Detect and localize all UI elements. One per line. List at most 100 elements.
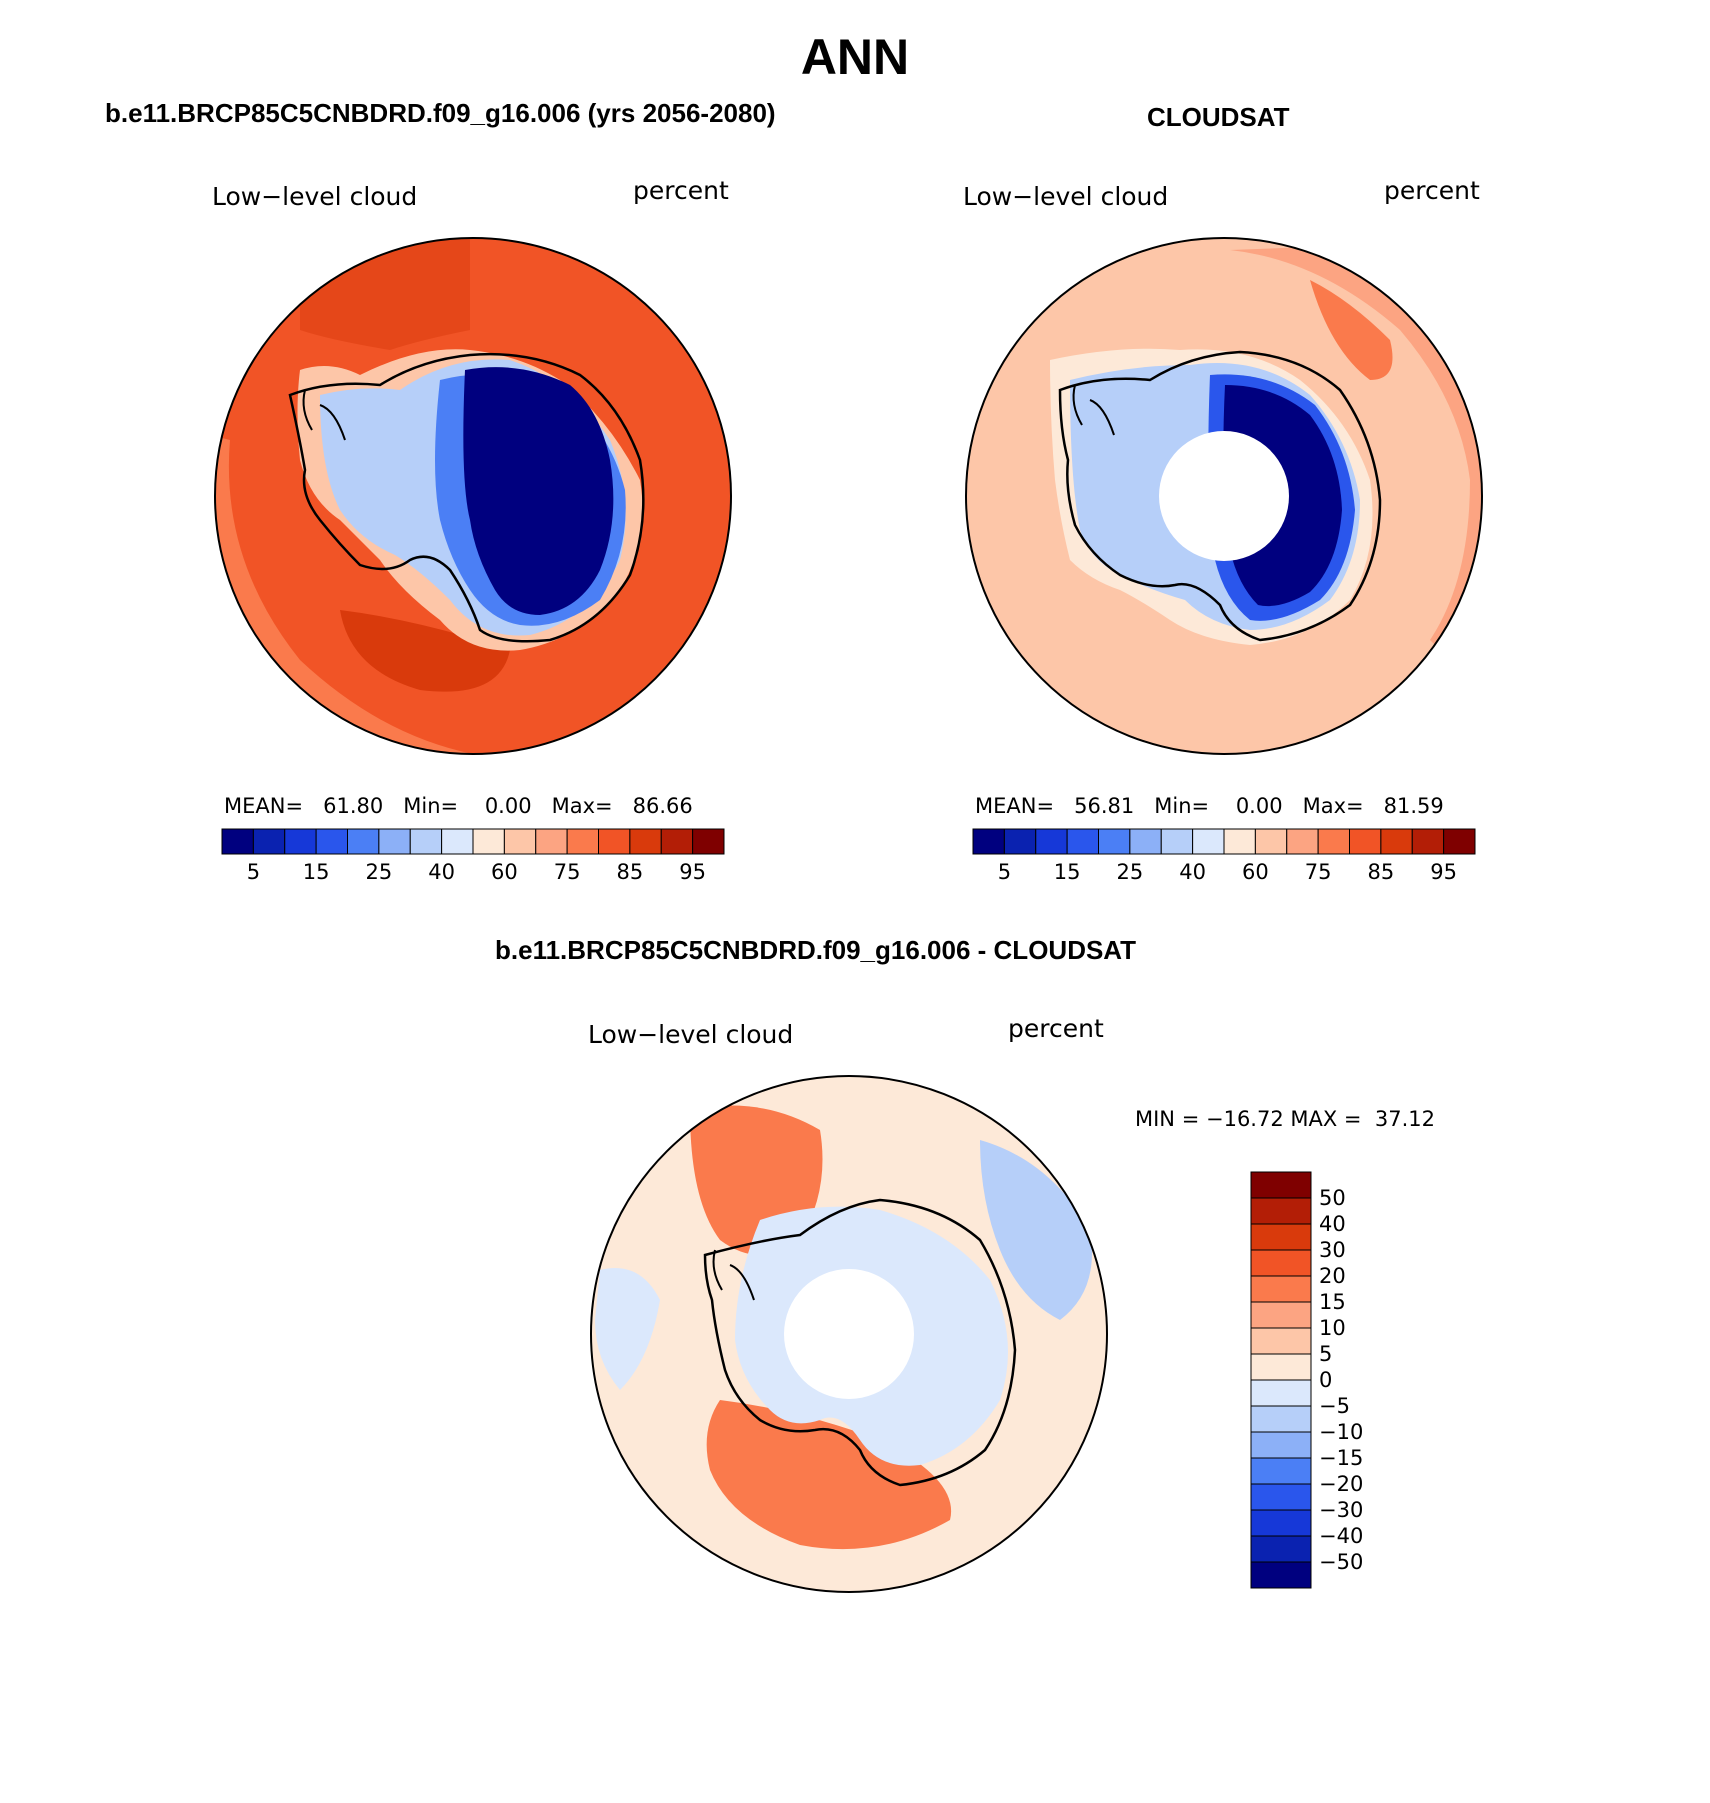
- model-variable-label: Low−level cloud: [212, 182, 418, 211]
- obs-panel-title: CLOUDSAT: [1147, 102, 1290, 132]
- diff-colorbar-tick: 20: [1319, 1264, 1346, 1288]
- obs-colorbar-box: [1223, 828, 1256, 855]
- obs-mean: 56.81: [1074, 794, 1135, 818]
- diff-colorbar-tick: −20: [1319, 1472, 1364, 1496]
- obs-mean-label: MEAN=: [975, 794, 1055, 818]
- diff-colorbar-box: [1250, 1561, 1312, 1589]
- diff-colorbar-box: [1250, 1275, 1312, 1303]
- model-colorbar-box: [535, 828, 568, 855]
- obs-colorbar-box: [1349, 828, 1382, 855]
- obs-colorbar-box: [1160, 828, 1194, 855]
- model-colorbar-tick: 5: [246, 860, 261, 884]
- obs-colorbar-box: [1380, 828, 1413, 855]
- model-mean-label: MEAN=: [224, 794, 304, 818]
- model-colorbar-box: [441, 828, 474, 855]
- diff-colorbar-box: [1250, 1431, 1312, 1459]
- diff-colorbar-tick: 30: [1319, 1238, 1346, 1262]
- model-units-label: percent: [633, 176, 729, 205]
- diff-colorbar-tick: −30: [1319, 1498, 1364, 1522]
- model-colorbar-tick: 40: [428, 860, 455, 884]
- diff-min-label: MIN =: [1135, 1107, 1200, 1131]
- model-colorbar: [221, 828, 725, 855]
- model-colorbar-box: [347, 828, 380, 855]
- model-max: 86.66: [632, 794, 693, 818]
- model-colorbar-tick: 15: [302, 860, 330, 884]
- diff-colorbar-box: [1250, 1197, 1312, 1225]
- diff-colorbar-box: [1250, 1457, 1312, 1485]
- model-colorbar-tick: 25: [365, 860, 393, 884]
- diff-colorbar-tick: −50: [1319, 1550, 1364, 1574]
- diff-colorbar-box: [1250, 1301, 1312, 1329]
- diff-colorbar-box: [1250, 1535, 1312, 1563]
- model-min: 0.00: [484, 794, 532, 818]
- model-colorbar-box: [315, 828, 348, 855]
- obs-colorbar-tick: 25: [1116, 860, 1144, 884]
- obs-colorbar-box: [1035, 828, 1068, 855]
- model-colorbar-tick: 85: [616, 860, 644, 884]
- obs-colorbar-box: [972, 828, 1005, 855]
- figure-title: ANN: [800, 29, 910, 85]
- obs-colorbar-box: [1098, 828, 1131, 855]
- diff-max: 37.12: [1374, 1107, 1436, 1131]
- obs-colorbar-tick: 85: [1367, 860, 1395, 884]
- diff-units-label: percent: [1008, 1014, 1104, 1043]
- diff-colorbar-tick: 10: [1319, 1316, 1346, 1340]
- obs-colorbar-tick: 95: [1430, 860, 1457, 884]
- model-mean: 61.80: [323, 794, 384, 818]
- obs-colorbar-box: [1317, 828, 1350, 855]
- obs-stats: MEAN= 56.81 Min= 0.00 Max= 81.59: [975, 794, 1444, 818]
- diff-colorbar-box: [1250, 1327, 1312, 1355]
- obs-colorbar-box: [1254, 828, 1288, 855]
- obs-max: 81.59: [1383, 794, 1444, 818]
- diff-min: −16.72: [1205, 1107, 1284, 1131]
- diff-colorbar-box: [1250, 1223, 1312, 1251]
- model-colorbar-box: [252, 828, 286, 855]
- obs-colorbar-tick: 75: [1304, 860, 1332, 884]
- obs-colorbar-box: [1192, 828, 1225, 855]
- diff-colorbar-box: [1250, 1353, 1312, 1381]
- obs-colorbar-box: [1066, 828, 1099, 855]
- obs-colorbar-box: [1411, 828, 1445, 855]
- model-panel-title: b.e11.BRCP85C5CNBDRD.f09_g16.006 (yrs 20…: [105, 98, 776, 128]
- model-colorbar-box: [598, 828, 631, 855]
- model-colorbar-tick: 75: [553, 860, 581, 884]
- obs-map: [966, 238, 1482, 754]
- diff-colorbar-box: [1250, 1509, 1312, 1537]
- diff-colorbar-tick: −15: [1319, 1446, 1364, 1470]
- obs-colorbar-tick: 15: [1053, 860, 1081, 884]
- diff-colorbar: [1250, 1171, 1312, 1589]
- model-colorbar-box: [221, 828, 254, 855]
- model-colorbar-box: [629, 828, 662, 855]
- obs-colorbar-box: [1286, 828, 1319, 855]
- diff-colorbar-tick: 0: [1319, 1368, 1333, 1392]
- diff-colorbar-box: [1250, 1249, 1312, 1277]
- diff-colorbar-box: [1250, 1379, 1312, 1407]
- obs-colorbar-box: [1129, 828, 1162, 855]
- model-colorbar-box: [566, 828, 599, 855]
- diff-max-label: MAX =: [1290, 1107, 1362, 1131]
- obs-colorbar-tick: 5: [997, 860, 1012, 884]
- model-colorbar-tick: 60: [491, 860, 518, 884]
- obs-variable-label: Low−level cloud: [963, 182, 1169, 211]
- obs-min-label: Min=: [1154, 794, 1210, 818]
- obs-colorbar-tick: 40: [1179, 860, 1206, 884]
- obs-colorbar-box: [1003, 828, 1037, 855]
- diff-variable-label: Low−level cloud: [588, 1020, 794, 1049]
- diff-colorbar-box: [1250, 1483, 1312, 1511]
- model-max-label: Max=: [551, 794, 613, 818]
- diff-stats: MIN = −16.72 MAX = 37.12: [1135, 1107, 1435, 1131]
- diff-colorbar-tick: −10: [1319, 1420, 1364, 1444]
- model-colorbar-box: [409, 828, 443, 855]
- model-colorbar-box: [503, 828, 537, 855]
- obs-colorbar-box: [1443, 828, 1476, 855]
- model-min-label: Min=: [403, 794, 459, 818]
- model-colorbar-tick: 95: [679, 860, 706, 884]
- obs-units-label: percent: [1384, 176, 1480, 205]
- diff-colorbar-tick: 40: [1319, 1212, 1346, 1236]
- diff-colorbar-tick: 50: [1319, 1186, 1346, 1210]
- diff-panel-title: b.e11.BRCP85C5CNBDRD.f09_g16.006 - CLOUD…: [495, 935, 1137, 965]
- diff-colorbar-tick: −40: [1319, 1524, 1364, 1548]
- model-colorbar-box: [692, 828, 725, 855]
- model-stats: MEAN= 61.80 Min= 0.00 Max= 86.66: [224, 794, 693, 818]
